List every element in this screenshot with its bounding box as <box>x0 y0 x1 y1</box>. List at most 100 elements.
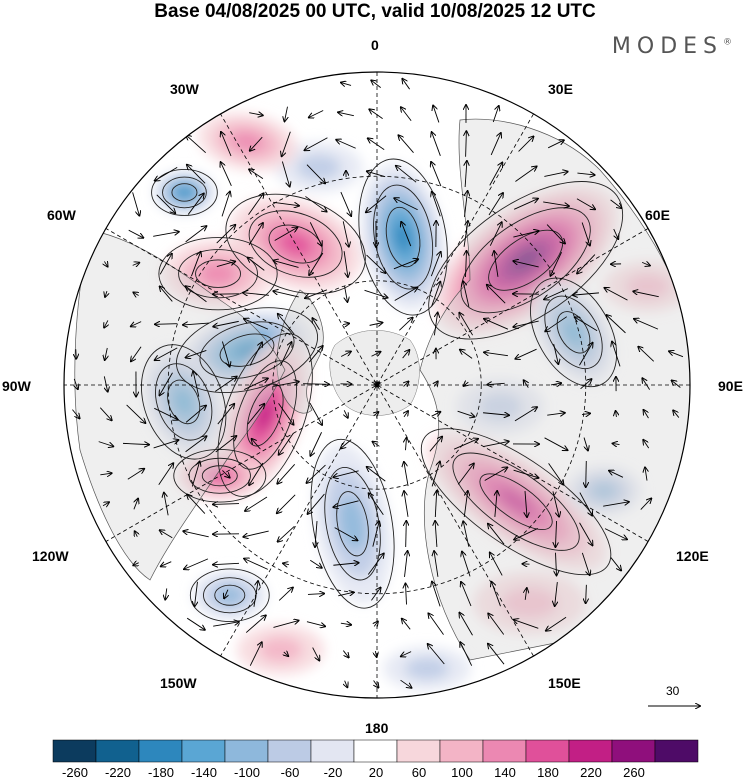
lon-label-180: 180 <box>365 720 389 736</box>
wind-vector-200 <box>279 433 294 454</box>
wind-vector-251 <box>135 531 138 536</box>
meridian-30 <box>220 113 534 657</box>
wind-vector-219 <box>277 464 296 483</box>
wind-vector-246 <box>525 491 527 517</box>
colorbar-swatch-11 <box>525 739 570 763</box>
lon-label-150w: 150W <box>160 675 197 691</box>
anomaly-blob-19-level-1 <box>405 657 449 680</box>
wind-vector-68 <box>463 221 468 247</box>
wind-vector-302 <box>245 615 266 633</box>
wind-vector-136 <box>221 341 229 367</box>
wind-vector-119 <box>312 318 320 330</box>
wind-vector-226 <box>484 467 507 481</box>
wind-vector-256 <box>278 526 295 541</box>
wind-vector-59 <box>185 226 207 243</box>
graticule <box>64 72 690 698</box>
wind-vector-34 <box>431 162 442 187</box>
wind-vector-37 <box>515 166 536 182</box>
wind-vector-205 <box>429 437 442 452</box>
wind-vector-275 <box>333 563 358 566</box>
colorbar <box>52 739 699 763</box>
wind-vector-278 <box>434 551 439 577</box>
wind-vector-257 <box>315 521 317 547</box>
wind-vector-58 <box>153 232 179 237</box>
colorbar-label-1: -220 <box>104 765 132 780</box>
colorbar-swatch-7 <box>353 739 398 763</box>
wind-vector-5 <box>309 110 324 117</box>
wind-vector-295 <box>461 582 472 607</box>
colorbar-swatch-14 <box>654 739 699 763</box>
wind-vector-210 <box>583 437 588 451</box>
wind-vector-100 <box>305 289 328 298</box>
contour-13-0 <box>420 428 612 576</box>
wind-vector-26 <box>187 165 206 184</box>
wind-vector-102 <box>364 289 388 297</box>
colorbar-label-3: -140 <box>190 765 218 780</box>
wind-vector-105 <box>463 281 470 307</box>
contour-10-2 <box>201 465 238 487</box>
wind-vector-181 <box>309 402 322 425</box>
map-boundary <box>63 71 691 699</box>
wind-vector-309 <box>459 613 473 636</box>
wind-vector-109 <box>573 293 599 295</box>
wind-vector-283 <box>581 552 589 575</box>
anomaly-blob-3-level-2 <box>199 262 237 286</box>
wind-vector-47 <box>340 191 351 216</box>
wind-vector-320 <box>460 642 473 666</box>
colorbar-label-4: -100 <box>233 765 261 780</box>
wind-vector-318 <box>401 651 412 657</box>
wind-vector-128 <box>575 317 598 332</box>
wind-vector-215 <box>158 463 174 486</box>
anomaly-blob-13-level-4 <box>498 487 535 516</box>
wind-vector-83 <box>366 254 386 273</box>
wind-vector-165 <box>464 382 469 386</box>
wind-vector-46 <box>305 196 326 211</box>
wind-vector-88 <box>513 261 539 268</box>
arctic-ice-outline <box>329 330 420 416</box>
wind-vector-70 <box>513 231 538 238</box>
contour-1-2 <box>385 206 421 268</box>
wind-vector-159 <box>273 382 299 387</box>
wind-vector-312 <box>546 616 567 630</box>
wind-vector-177 <box>185 406 206 423</box>
contour-3-1 <box>178 249 258 299</box>
map-title: Base 04/08/2025 00 UTC, valid 10/08/2025… <box>154 1 596 22</box>
anomaly-blob-18-level-1 <box>501 587 558 619</box>
wind-vector-291 <box>338 592 354 596</box>
wind-vector-280 <box>490 553 503 576</box>
contour-12-0 <box>310 438 395 609</box>
anomaly-blob-2-level-3 <box>279 232 313 256</box>
wind-vector-167 <box>524 380 529 388</box>
wind-vector-316 <box>342 650 348 658</box>
wind-vector-78 <box>216 261 235 267</box>
wind-vector-42 <box>187 194 203 215</box>
colorbar-swatch-10 <box>482 739 527 763</box>
colorbar-swatch-12 <box>568 739 613 763</box>
colorbar-label-6: -20 <box>323 765 343 780</box>
wind-vector-313 <box>249 642 262 666</box>
wind-vector-98 <box>243 293 269 296</box>
meridian-120 <box>105 228 649 542</box>
wind-vector-228 <box>548 463 564 484</box>
wind-vector-152 <box>74 378 78 389</box>
colorbar-swatch-0 <box>52 739 97 763</box>
wind-vector-298 <box>555 581 558 606</box>
wind-vector-7 <box>369 109 383 119</box>
wind-vector-36 <box>489 163 503 186</box>
wind-vector-173 <box>72 409 79 419</box>
wind-vector-231 <box>645 467 647 481</box>
wind-vector-142 <box>402 350 410 359</box>
wind-vector-45 <box>273 201 299 205</box>
wind-vector-123 <box>433 313 437 336</box>
wind-vector-172 <box>672 380 681 388</box>
wind-vector-225 <box>457 464 474 485</box>
wind-vector-86 <box>466 251 467 278</box>
contour-7-0 <box>175 307 319 394</box>
wind-vector-245 <box>495 491 497 517</box>
wind-vector-185 <box>431 412 441 416</box>
wind-vector-263 <box>488 524 505 545</box>
contour-14-1 <box>544 295 603 370</box>
wind-vector-40 <box>132 192 140 215</box>
wind-vector-121 <box>369 323 383 326</box>
wind-vector-289 <box>278 588 293 601</box>
